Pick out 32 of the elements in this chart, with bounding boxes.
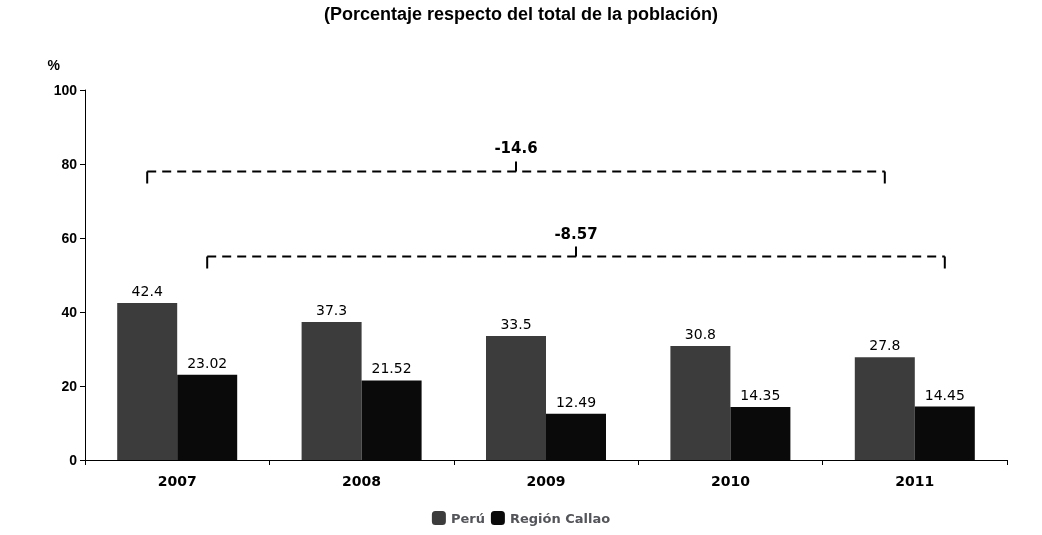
x-tick-label: 2009 — [526, 473, 566, 489]
y-tick-label: 40 — [61, 304, 78, 320]
data-label: 42.4 — [131, 283, 163, 300]
y-tick-label: 20 — [61, 378, 78, 394]
x-tick-label: 2008 — [342, 473, 382, 489]
y-tick-label: 80 — [61, 156, 78, 172]
data-label: 23.02 — [187, 354, 228, 371]
x-tick-label: 2010 — [710, 473, 751, 489]
y-tick-label: 100 — [53, 82, 78, 98]
y-tick-label: 60 — [61, 230, 78, 246]
data-label: 21.52 — [371, 360, 412, 377]
data-label: 12.49 — [555, 393, 597, 410]
legend-label: Región Callao — [509, 510, 611, 526]
bar — [486, 336, 546, 460]
annotation: -14.6 — [494, 139, 538, 158]
data-label: 30.8 — [684, 326, 716, 343]
data-label: 14.45 — [924, 386, 965, 403]
bar — [301, 321, 362, 460]
data-label: 37.3 — [316, 301, 348, 318]
annotation: -8.57 — [554, 224, 598, 243]
y-axis-title: % — [47, 57, 61, 73]
bar — [117, 303, 178, 460]
legend-label: Perú — [450, 510, 485, 526]
x-tick-label: 2011 — [895, 473, 935, 489]
data-label: 14.35 — [740, 386, 781, 403]
bar — [670, 346, 731, 460]
x-tick-label: 2007 — [157, 473, 197, 489]
data-label: 27.8 — [869, 337, 901, 354]
data-label: 33.5 — [500, 316, 532, 333]
y-tick-label: 0 — [69, 452, 78, 468]
bar — [854, 357, 915, 460]
chart-title: (Porcentaje respecto del total de la población) — [323, 4, 719, 24]
